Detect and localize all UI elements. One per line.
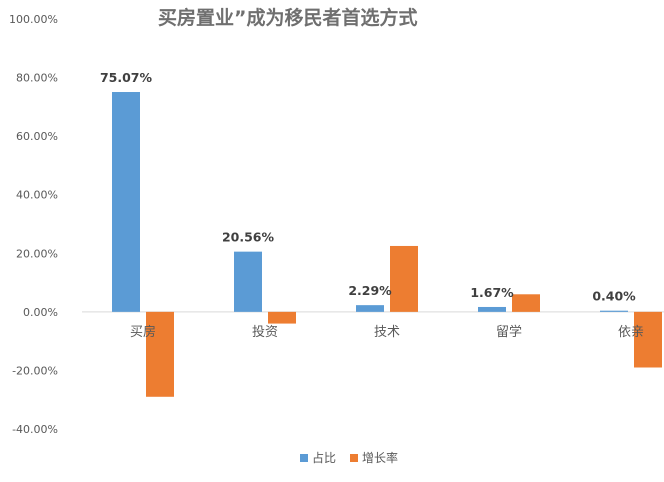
data-labels: 75.07% 20.56% 2.29% 1.67% 0.40% bbox=[100, 70, 636, 304]
y-tick-label: -40.00% bbox=[12, 423, 58, 436]
x-tick-label: 投资 bbox=[252, 324, 278, 340]
legend-label: 增长率 bbox=[362, 450, 398, 465]
chart-title: 买房置业”成为移民者首选方式 bbox=[158, 6, 418, 29]
data-label: 75.07% bbox=[100, 70, 153, 85]
x-tick-label: 依亲 bbox=[618, 325, 644, 340]
legend: 占比 增长率 bbox=[300, 450, 398, 465]
data-label: 1.67% bbox=[470, 285, 514, 300]
bar-growth bbox=[512, 294, 540, 312]
x-tick-label: 技术 bbox=[374, 325, 400, 340]
bar-share bbox=[112, 92, 140, 312]
bar-growth bbox=[634, 311, 662, 368]
legend-swatch bbox=[300, 454, 308, 462]
bar-growth bbox=[390, 245, 418, 312]
y-tick-label: 0.00% bbox=[23, 306, 58, 319]
data-label: 2.29% bbox=[348, 283, 392, 298]
y-tick-label: 20.00% bbox=[16, 247, 58, 260]
bar-share bbox=[478, 306, 506, 312]
y-tick-label: -20.00% bbox=[12, 364, 58, 377]
x-tick-label: 买房 bbox=[130, 324, 156, 340]
y-tick-label: 100.00% bbox=[9, 13, 58, 26]
legend-label: 占比 bbox=[312, 450, 336, 465]
bar-growth bbox=[146, 311, 174, 397]
y-axis: 100.00% 80.00% 60.00% 40.00% 20.00% 0.00% -20.… bbox=[9, 13, 58, 436]
y-tick-label: 40.00% bbox=[16, 189, 58, 202]
x-tick-label: 留学 bbox=[496, 324, 522, 340]
y-tick-label: 80.00% bbox=[16, 72, 58, 85]
bars bbox=[112, 92, 662, 397]
x-axis: 买房 投资 技术 留学 依亲 bbox=[130, 324, 644, 340]
bar-share bbox=[234, 251, 262, 312]
bar-growth bbox=[268, 311, 296, 324]
y-tick-label: 60.00% bbox=[16, 130, 58, 143]
bar-share bbox=[356, 305, 384, 312]
data-label: 20.56% bbox=[222, 230, 275, 245]
bar-share bbox=[600, 310, 628, 312]
data-label: 0.40% bbox=[592, 289, 636, 304]
legend-swatch bbox=[350, 454, 358, 462]
